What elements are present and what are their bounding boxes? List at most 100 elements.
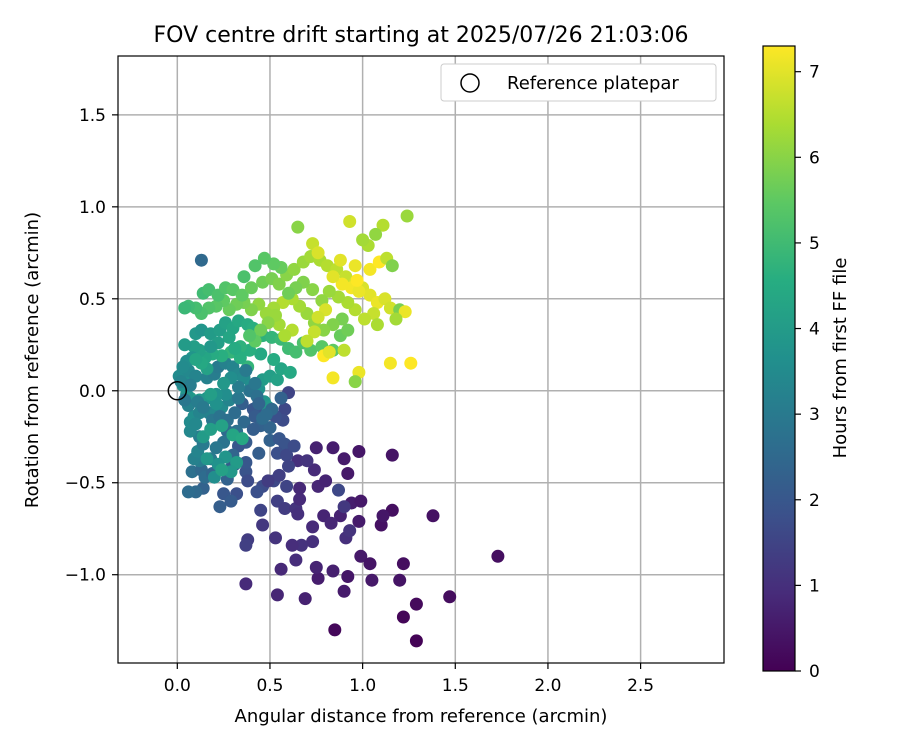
data-point xyxy=(352,445,366,458)
data-point xyxy=(307,463,321,477)
y-tick-label: 1.5 xyxy=(79,106,106,126)
y-axis: −1.0 −0.5 0.0 0.5 1.0 1.5 xyxy=(65,106,118,586)
data-point xyxy=(222,330,236,344)
x-tick-label: 1.5 xyxy=(442,676,469,696)
data-point xyxy=(376,218,390,232)
data-point xyxy=(398,305,412,319)
data-point xyxy=(341,323,355,337)
data-point xyxy=(324,516,338,530)
data-point xyxy=(389,312,403,326)
data-point xyxy=(244,281,258,295)
data-point xyxy=(328,623,342,637)
data-point xyxy=(256,518,270,532)
data-point xyxy=(200,452,214,466)
data-point xyxy=(257,251,271,265)
colorbar-tick-label: 4 xyxy=(809,320,820,340)
data-point xyxy=(274,562,288,576)
data-point xyxy=(443,590,457,604)
data-point xyxy=(293,481,307,495)
data-point xyxy=(213,500,227,514)
data-point xyxy=(278,329,292,343)
data-point xyxy=(252,397,266,411)
data-point xyxy=(309,441,323,455)
reference-platepar-marker xyxy=(167,381,188,401)
data-point xyxy=(278,402,292,416)
data-point xyxy=(285,538,299,552)
data-point xyxy=(426,509,440,523)
legend-box xyxy=(440,63,717,102)
data-point xyxy=(239,364,253,377)
data-point xyxy=(306,283,320,297)
data-point xyxy=(396,557,410,571)
data-point xyxy=(350,273,364,287)
data-point xyxy=(261,474,275,488)
data-point xyxy=(254,323,268,337)
data-point xyxy=(376,509,390,523)
colorbar-tick-label: 6 xyxy=(809,148,820,168)
x-tick-label: 1.0 xyxy=(349,676,376,696)
data-point xyxy=(181,485,195,499)
data-point xyxy=(337,584,351,598)
x-tick-label: 2.0 xyxy=(534,676,561,696)
data-point xyxy=(354,494,368,508)
data-point xyxy=(300,454,314,468)
data-point xyxy=(204,387,218,401)
data-point xyxy=(235,432,249,446)
colorbar: 0 1 2 3 4 5 6 7 Hours from first FF file xyxy=(762,45,851,682)
data-point xyxy=(254,503,268,517)
data-point xyxy=(254,347,268,361)
data-point xyxy=(241,474,255,488)
colorbar-tick-label: 5 xyxy=(809,234,820,254)
x-tick-label: 0.5 xyxy=(256,676,283,696)
colorbar-label: Hours from first FF file xyxy=(830,258,851,459)
data-point xyxy=(232,380,245,394)
colorbar-tick-label: 3 xyxy=(809,405,820,425)
data-point xyxy=(369,227,383,241)
data-point xyxy=(385,259,399,273)
data-point xyxy=(289,345,303,359)
data-point xyxy=(189,417,203,431)
data-point xyxy=(365,573,379,587)
legend: Reference platepar xyxy=(440,63,717,102)
data-point xyxy=(183,378,197,392)
y-tick-label: −0.5 xyxy=(65,474,106,494)
legend-entry-reference-platepar: Reference platepar xyxy=(507,73,679,94)
data-point xyxy=(278,502,292,515)
data-point xyxy=(348,375,362,389)
data-point xyxy=(311,310,325,324)
data-point xyxy=(333,253,347,267)
data-point xyxy=(250,485,264,499)
data-point xyxy=(404,356,418,370)
data-point xyxy=(352,514,366,528)
data-point xyxy=(409,597,423,611)
y-tick-label: 0.5 xyxy=(79,290,106,310)
data-point xyxy=(215,419,229,433)
data-point xyxy=(341,467,355,480)
data-point xyxy=(343,524,357,538)
data-point xyxy=(293,492,307,506)
data-point xyxy=(237,270,251,284)
data-point xyxy=(246,422,260,436)
data-point xyxy=(358,312,371,326)
data-point xyxy=(287,262,301,276)
data-point xyxy=(209,441,223,455)
data-point xyxy=(239,577,253,591)
data-point xyxy=(385,448,399,462)
data-point xyxy=(322,284,336,298)
colorbar-tick-label: 2 xyxy=(809,491,820,511)
data-point xyxy=(393,573,407,587)
data-point xyxy=(307,325,321,339)
colorbar-tick-label: 7 xyxy=(809,63,820,83)
data-point xyxy=(396,610,410,624)
chart-title: FOV centre drift starting at 2025/07/26 … xyxy=(154,23,689,48)
y-axis-label: Rotation from reference (arcmin) xyxy=(22,212,43,508)
data-point xyxy=(337,500,351,514)
colorbar-tick-label: 0 xyxy=(809,662,820,682)
data-point xyxy=(217,376,231,390)
data-point xyxy=(400,209,414,223)
colorbar-gradient xyxy=(762,45,796,672)
data-point xyxy=(337,452,351,466)
data-point xyxy=(215,463,229,477)
data-point xyxy=(341,570,355,583)
data-point xyxy=(270,373,284,387)
